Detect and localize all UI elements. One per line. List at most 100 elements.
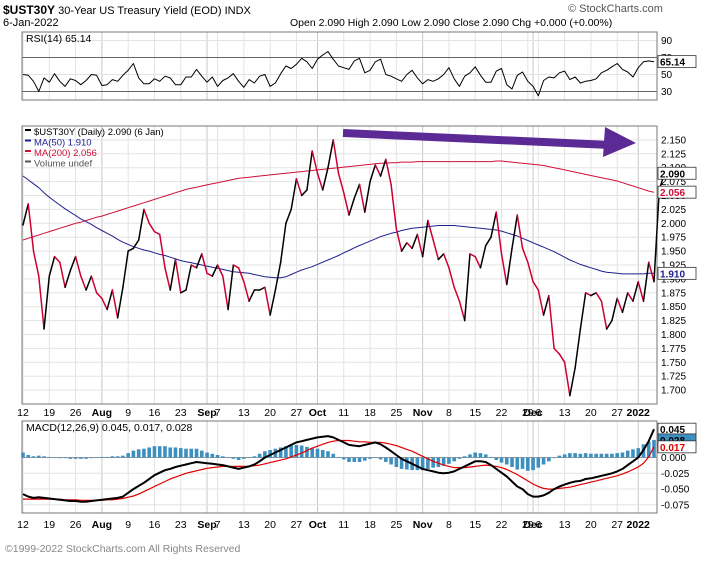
price-segment: [411, 233, 419, 250]
macd-histogram-bar: [289, 445, 293, 458]
macd-histogram-bar: [210, 453, 215, 458]
chart-overlay: RSI(14) 65.14 MACD(12,26,9) 0.045, 0.017,…: [25, 33, 697, 454]
macd-histogram-bar: [58, 457, 62, 459]
brand-link[interactable]: © StockCharts.com: [568, 3, 663, 15]
macd-histogram-bar: [84, 457, 88, 459]
price-x-tick-label: 2022: [627, 407, 651, 419]
price-segment: [185, 264, 193, 291]
price-segment: [101, 297, 108, 311]
macd-histogram-bar: [336, 456, 341, 458]
price-segment: [374, 164, 382, 177]
price-segment: [258, 286, 266, 291]
rsi-label: RSI(14) 65.14: [26, 33, 92, 45]
price-segment: [558, 353, 566, 364]
macd-x-tick-label: 2022: [627, 519, 651, 531]
price-x-tick-label: 9: [125, 407, 131, 419]
macd-histogram-bar: [520, 457, 525, 469]
price-segment: [316, 172, 324, 191]
macd-x-tick-label: 12: [17, 519, 29, 531]
price-segment: [437, 253, 445, 261]
price-segment: [227, 264, 235, 311]
price-segment: [32, 250, 40, 277]
macd-histogram-bar: [294, 444, 299, 458]
price-segment: [595, 292, 603, 302]
macd-x-tick-label: 23: [175, 519, 187, 531]
macd-histogram-bar: [389, 457, 393, 465]
price-segment: [222, 275, 229, 311]
price-segment: [353, 183, 361, 200]
price-segment: [584, 292, 592, 297]
price-segment: [521, 247, 529, 263]
price-segment: [59, 261, 66, 288]
macd-histogram-bar: [221, 456, 225, 458]
price-segment: [169, 258, 177, 291]
macd-panel-frame: [21, 420, 658, 514]
macd-histogram-bar: [504, 457, 509, 465]
macd-histogram-bar: [152, 446, 157, 458]
signal-last-value: 0.017: [660, 443, 685, 454]
price-segment: [611, 297, 618, 322]
copyright: ©1999-2022 StockCharts.com All Rights Re…: [5, 543, 241, 555]
legend-swatch: [25, 160, 31, 163]
macd-histogram-bar: [547, 457, 551, 462]
macd-histogram-bar: [599, 453, 604, 458]
price-y-tick-label: 1.925: [661, 261, 686, 272]
macd-histogram-bar: [310, 448, 315, 458]
price-segment: [80, 275, 87, 291]
price-x-tick-label: 8: [446, 407, 452, 419]
rsi-panel-frame: [21, 31, 658, 101]
price-segment: [400, 242, 408, 252]
chart-grid: [22, 32, 657, 513]
price-segment: [38, 275, 45, 330]
macd-x-tick-label: 20: [585, 519, 597, 531]
macd-histogram-bar: [604, 453, 609, 458]
macd-histogram-bar: [468, 454, 472, 458]
price-segment: [621, 292, 629, 314]
macd-histogram-bar: [36, 455, 41, 458]
legend-swatch: [25, 150, 31, 152]
macd-x-tick-label: 18: [364, 519, 376, 531]
price-segment: [406, 242, 413, 250]
macd-histogram-bar: [142, 448, 146, 458]
macd-line: [22, 428, 655, 503]
macd-histogram-bar: [483, 454, 488, 458]
macd-x-tick-label: Oct: [309, 519, 327, 531]
macd-histogram-bar: [121, 455, 125, 458]
macd-histogram-bar: [568, 453, 572, 458]
macd-histogram-bar: [126, 453, 130, 458]
macd-histogram-bar: [384, 457, 388, 462]
price-segment: [421, 219, 429, 258]
price-segment: [500, 253, 508, 286]
macd-x-tick-label: 13: [238, 519, 250, 531]
macd-label: MACD(12,26,9) 0.045, 0.017, 0.028: [26, 422, 193, 434]
macd-histogram-bar: [589, 453, 593, 458]
price-segment: [379, 158, 387, 177]
macd-histogram-bar: [263, 451, 267, 458]
price-y-tick-label: 1.950: [661, 247, 686, 258]
macd-histogram-bar: [562, 454, 567, 458]
macd-histogram-bar: [278, 447, 283, 458]
price-segment: [232, 264, 240, 269]
price-segment: [122, 250, 129, 288]
macd-histogram-bar: [494, 457, 499, 461]
macd-histogram-bar: [526, 457, 530, 471]
macd-last-value: 0.045: [660, 425, 685, 436]
macd-histogram-bar: [89, 457, 94, 459]
price-segment: [427, 219, 434, 241]
macd-histogram-bar: [378, 457, 383, 460]
macd-histogram-bar: [194, 448, 199, 458]
macd-histogram-bar: [94, 457, 99, 459]
price-segment: [137, 208, 145, 241]
macd-histogram-bar: [583, 453, 588, 458]
legend-entry: MA(200) 2.056: [34, 148, 97, 159]
macd-x-tick-label: Aug: [92, 519, 112, 531]
price-segment: [642, 261, 650, 302]
macd-x-tick-label: 15: [469, 519, 481, 531]
macd-histogram-bar: [462, 456, 467, 458]
macd-histogram-bar: [426, 457, 430, 469]
trend-arrow-head: [603, 127, 636, 157]
price-x-tick-label: 23: [175, 407, 187, 419]
price-segment: [74, 255, 82, 277]
price-segment: [264, 286, 271, 316]
price-segment: [311, 150, 319, 175]
